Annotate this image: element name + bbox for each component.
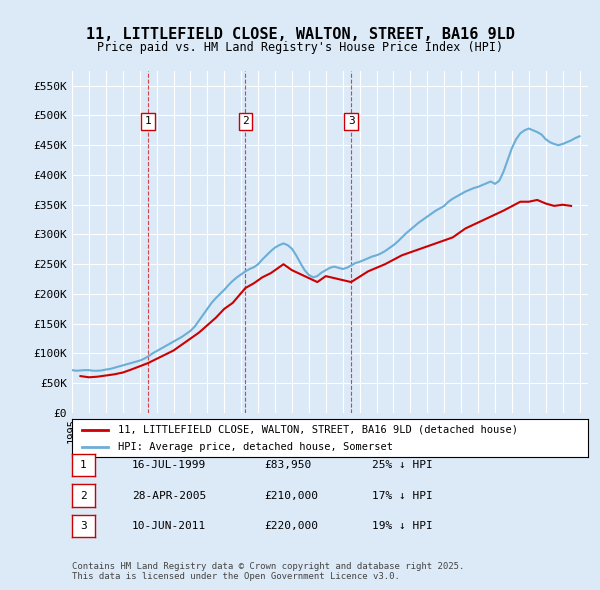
Text: 1: 1 xyxy=(80,460,87,470)
Text: 17% ↓ HPI: 17% ↓ HPI xyxy=(372,491,433,500)
Text: £220,000: £220,000 xyxy=(264,522,318,531)
Text: 2: 2 xyxy=(80,491,87,500)
Text: 11, LITTLEFIELD CLOSE, WALTON, STREET, BA16 9LD (detached house): 11, LITTLEFIELD CLOSE, WALTON, STREET, B… xyxy=(118,425,518,435)
Text: HPI: Average price, detached house, Somerset: HPI: Average price, detached house, Some… xyxy=(118,441,394,451)
Text: 11, LITTLEFIELD CLOSE, WALTON, STREET, BA16 9LD: 11, LITTLEFIELD CLOSE, WALTON, STREET, B… xyxy=(86,27,514,41)
Text: 28-APR-2005: 28-APR-2005 xyxy=(132,491,206,500)
Text: 3: 3 xyxy=(348,116,355,126)
Text: £210,000: £210,000 xyxy=(264,491,318,500)
Text: 25% ↓ HPI: 25% ↓ HPI xyxy=(372,460,433,470)
Text: Contains HM Land Registry data © Crown copyright and database right 2025.
This d: Contains HM Land Registry data © Crown c… xyxy=(72,562,464,581)
Text: 16-JUL-1999: 16-JUL-1999 xyxy=(132,460,206,470)
Text: £83,950: £83,950 xyxy=(264,460,311,470)
Text: 10-JUN-2011: 10-JUN-2011 xyxy=(132,522,206,531)
Text: 19% ↓ HPI: 19% ↓ HPI xyxy=(372,522,433,531)
Text: 3: 3 xyxy=(80,522,87,531)
Text: Price paid vs. HM Land Registry's House Price Index (HPI): Price paid vs. HM Land Registry's House … xyxy=(97,41,503,54)
Text: 2: 2 xyxy=(242,116,249,126)
Text: 1: 1 xyxy=(145,116,152,126)
